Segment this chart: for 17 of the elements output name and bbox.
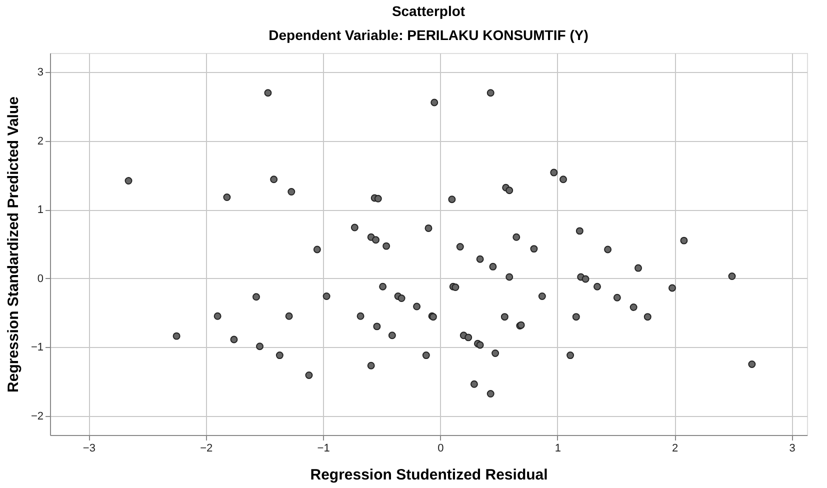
- x-tick-label: 1: [554, 442, 561, 454]
- x-axis-title: Regression Studentized Residual: [310, 466, 548, 484]
- x-tick-label: 2: [672, 442, 678, 454]
- x-tick-label: 3: [789, 442, 796, 454]
- x-tick-label: −2: [200, 442, 213, 454]
- x-tick-label: −1: [317, 442, 330, 454]
- y-tick-label: 2: [37, 135, 44, 148]
- x-tick-label: 0: [438, 442, 444, 454]
- chart-subtitle: Dependent Variable: PERILAKU KONSUMTIF (Y): [268, 27, 588, 43]
- y-tick-label: 1: [37, 204, 44, 216]
- y-tick-label: 0: [37, 272, 44, 285]
- y-tick-label: −2: [30, 410, 44, 422]
- chart-title: Scatterplot: [392, 3, 466, 19]
- x-tick-label: −3: [82, 442, 96, 454]
- y-tick-label: −1: [30, 342, 44, 354]
- y-tick-label: 3: [37, 66, 44, 79]
- y-axis-title: Regression Standardized Predicted Value: [4, 96, 22, 392]
